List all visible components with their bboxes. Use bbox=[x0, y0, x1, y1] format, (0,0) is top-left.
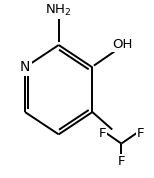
Text: N: N bbox=[20, 60, 30, 74]
Text: F: F bbox=[99, 127, 106, 140]
Text: F: F bbox=[118, 155, 125, 168]
Text: NH$_2$: NH$_2$ bbox=[45, 2, 72, 17]
Text: F: F bbox=[137, 127, 144, 140]
Text: OH: OH bbox=[113, 38, 133, 51]
